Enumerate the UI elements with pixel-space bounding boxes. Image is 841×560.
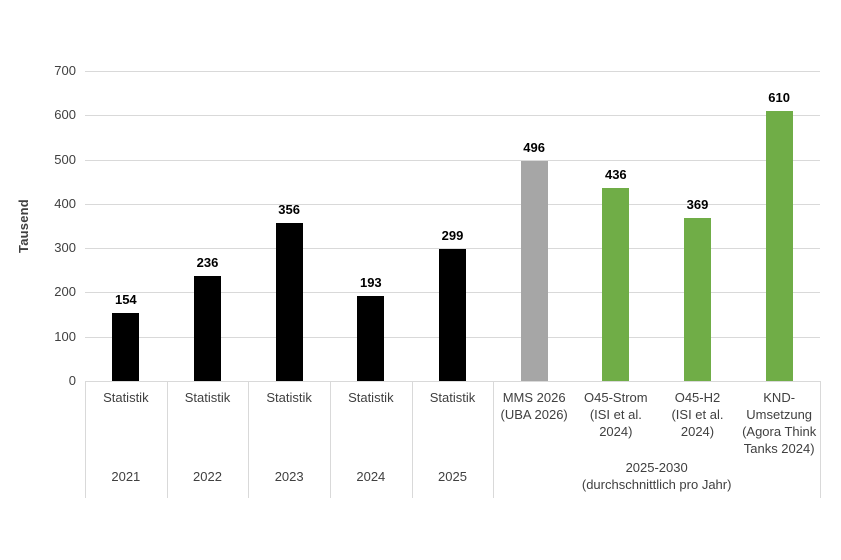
y-tick-label: 300 <box>54 240 76 256</box>
gridline <box>85 381 820 382</box>
group-label: 2025 <box>412 454 494 498</box>
category-divider <box>85 381 86 498</box>
category-divider <box>166 381 168 498</box>
category-label-line: 2024) <box>680 424 715 439</box>
group-label: 2024 <box>330 454 412 498</box>
y-tick-label: 500 <box>54 151 76 167</box>
group-label-line: (durchschnittlich pro Jahr) <box>581 477 732 492</box>
category-label: Statistik <box>330 389 412 454</box>
group-label-line: 2024 <box>356 468 386 484</box>
group-label-line: 2021 <box>111 468 141 484</box>
category-divider <box>330 381 331 498</box>
category-label: Statistik <box>167 389 249 454</box>
category-label-line: MMS 2026 <box>502 390 566 405</box>
bar-value-label: 610 <box>768 89 790 105</box>
category-label-line: Umsetzung <box>746 407 813 422</box>
category-label-line: KND- <box>763 390 796 405</box>
category-label: Statistik <box>85 389 167 454</box>
group-label: 2025-2030 (durchschnittlich pro Jahr) <box>493 454 820 498</box>
bar <box>357 295 385 381</box>
gridline <box>85 115 820 117</box>
category-label-line: Statistik <box>348 390 394 405</box>
category-label-line: Statistik <box>103 390 149 405</box>
group-label-line: 2025 <box>438 468 467 484</box>
bar-value-label: 154 <box>114 291 137 307</box>
category-label: KND- Umsetzung (Agora Think Tanks 2024) <box>738 389 820 456</box>
bar-value-label: 236 <box>196 255 219 271</box>
category-label-line: 2024) <box>599 424 633 439</box>
bar-value-label: 496 <box>523 140 545 156</box>
bar-value-label: 436 <box>604 166 627 182</box>
category-label-line: O45-H2 <box>674 390 721 405</box>
category-label-line: O45-Strom <box>584 390 648 405</box>
bar <box>439 248 466 381</box>
category-label-line: Tanks 2024) <box>743 441 815 456</box>
category-label: Statistik <box>412 389 494 454</box>
gridline <box>85 71 820 72</box>
category-label-line: (ISI et al. <box>671 407 724 422</box>
bar <box>194 276 221 381</box>
category-label-line: Statistik <box>429 390 476 405</box>
bar-value-label: 193 <box>359 274 382 290</box>
bar <box>520 161 548 381</box>
y-tick-label: 200 <box>54 284 76 300</box>
category-divider <box>493 381 495 498</box>
bar-value-label: 369 <box>686 196 709 212</box>
category-label-line: (ISI et al. <box>589 407 642 422</box>
category-label: O45-H2 (ISI et al. 2024) <box>657 389 739 454</box>
bar <box>765 110 793 381</box>
gridline <box>85 159 820 161</box>
bar <box>684 217 711 381</box>
group-label-line: 2023 <box>274 468 304 484</box>
bar-value-label: 356 <box>278 202 300 218</box>
y-tick-label: 100 <box>54 328 76 344</box>
category-label-line: (Agora Think <box>742 424 817 439</box>
category-label: MMS 2026 (UBA 2026) <box>493 389 575 454</box>
category-divider <box>411 381 413 498</box>
bar-value-label: 299 <box>441 227 464 243</box>
bar <box>112 312 140 381</box>
group-label: 2022 <box>167 454 249 498</box>
group-label-line: 2022 <box>193 468 222 484</box>
y-tick-label: 400 <box>54 195 76 211</box>
category-divider <box>820 381 821 498</box>
group-label: 2021 <box>85 454 167 498</box>
category-label-line: Statistik <box>266 390 312 405</box>
category-label-line: Statistik <box>184 390 231 405</box>
group-label: 2023 <box>248 454 330 498</box>
y-tick-label: 700 <box>54 63 76 78</box>
category-label: O45-Strom (ISI et al. 2024) <box>575 389 657 454</box>
category-divider <box>248 381 250 498</box>
category-label: Statistik <box>248 389 330 454</box>
bar <box>602 187 630 381</box>
bar <box>275 223 303 381</box>
group-label-line: 2025-2030 <box>625 460 688 475</box>
y-tick-label: 0 <box>68 373 76 388</box>
y-tick-label: 600 <box>54 107 76 123</box>
gridline <box>85 203 820 205</box>
category-label-line: (UBA 2026) <box>500 407 568 422</box>
